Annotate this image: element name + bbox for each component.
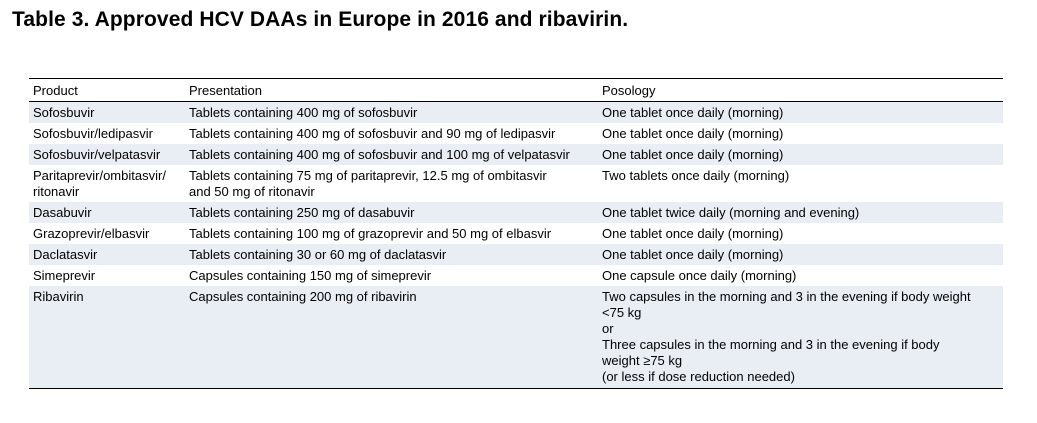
posology-text: <75 kg — [602, 305, 642, 320]
presentation-text: Tablets containing 30 or 60 mg of daclat… — [189, 247, 447, 262]
posology-text: One tablet once daily (morning) — [602, 105, 784, 120]
presentation-cell: Capsules containing 200 mg of ribavirin — [185, 286, 598, 389]
posology-cell: Two tablets once daily (morning) — [598, 165, 1003, 202]
product-cell: Sofosbuvir/ledipasvir — [29, 123, 185, 144]
posology-cell: Two capsules in the morning and 3 in the… — [598, 286, 1003, 389]
table-title: Table 3. Approved HCV DAAs in Europe in … — [12, 8, 629, 31]
presentation-cell: Tablets containing 400 mg of sofosbuvir … — [185, 144, 598, 165]
table-row: Simeprevir Capsules containing 150 mg of … — [29, 265, 1003, 286]
product-text: Grazoprevir/elbasvir — [33, 226, 150, 241]
posology-cell: One tablet once daily (morning) — [598, 244, 1003, 265]
presentation-text: Capsules containing 200 mg of ribavirin — [189, 289, 417, 304]
posology-cell: One tablet once daily (morning) — [598, 223, 1003, 244]
product-cell: Simeprevir — [29, 265, 185, 286]
presentation-text: Tablets containing 400 mg of sofosbuvir — [189, 105, 418, 120]
product-text: Sofosbuvir/velpatasvir — [33, 147, 161, 162]
posology-text: weight ≥75 kg — [602, 353, 683, 368]
table-row: Sofosbuvir/velpatasvir Tablets containing… — [29, 144, 1003, 165]
table-row: Paritaprevir/ombitasvir/ritonavir Tablets… — [29, 165, 1003, 202]
presentation-cell: Tablets containing 100 mg of grazoprevir… — [185, 223, 598, 244]
table-row: Dasabuvir Tablets containing 250 mg of da… — [29, 202, 1003, 223]
table-header-row: Product Presentation Posology — [29, 78, 1003, 102]
product-text: Daclatasvir — [33, 247, 98, 262]
product-text: Simeprevir — [33, 268, 96, 283]
product-cell: Sofosbuvir — [29, 102, 185, 124]
column-header-presentation: Presentation — [189, 83, 262, 98]
product-text: Sofosbuvir — [33, 105, 95, 120]
product-cell: Grazoprevir/elbasvir — [29, 223, 185, 244]
posology-text: Two tablets once daily (morning) — [602, 168, 790, 183]
posology-cell: One capsule once daily (morning) — [598, 265, 1003, 286]
product-cell: Ribavirin — [29, 286, 185, 389]
table-body: Sofosbuvir Tablets containing 400 mg of s… — [29, 101, 1003, 389]
presentation-text: Tablets containing 75 mg of paritaprevir… — [189, 168, 547, 183]
product-cell: Dasabuvir — [29, 202, 185, 223]
presentation-cell: Capsules containing 150 mg of simeprevir — [185, 265, 598, 286]
product-cell: Paritaprevir/ombitasvir/ritonavir — [29, 165, 185, 202]
table-row: Sofosbuvir/ledipasvir Tablets containing … — [29, 123, 1003, 144]
posology-cell: One tablet once daily (morning) — [598, 144, 1003, 165]
presentation-cell: Tablets containing 30 or 60 mg of daclat… — [185, 244, 598, 265]
posology-text: One tablet once daily (morning) — [602, 247, 784, 262]
posology-cell: One tablet once daily (morning) — [598, 102, 1003, 124]
table-row: Ribavirin Capsules containing 200 mg of r… — [29, 286, 1003, 389]
posology-text: Two capsules in the morning and 3 in the… — [602, 289, 971, 304]
presentation-text: Tablets containing 250 mg of dasabuvir — [189, 205, 415, 220]
product-cell: Daclatasvir — [29, 244, 185, 265]
posology-text: One tablet once daily (morning) — [602, 226, 784, 241]
presentation-cell: Tablets containing 250 mg of dasabuvir — [185, 202, 598, 223]
product-text: Sofosbuvir/ledipasvir — [33, 126, 153, 141]
posology-text: or — [602, 321, 614, 336]
product-text: Dasabuvir — [33, 205, 92, 220]
posology-text: (or less if dose reduction needed) — [602, 369, 795, 384]
product-cell: Sofosbuvir/velpatasvir — [29, 144, 185, 165]
presentation-text: and 50 mg of ritonavir — [189, 184, 315, 199]
product-text: Paritaprevir/ombitasvir/ — [33, 168, 166, 183]
product-text: ritonavir — [33, 184, 80, 199]
posology-text: One capsule once daily (morning) — [602, 268, 797, 283]
presentation-text: Capsules containing 150 mg of simeprevir — [189, 268, 432, 283]
presentation-cell: Tablets containing 400 mg of sofosbuvir — [185, 102, 598, 124]
posology-text: One tablet twice daily (morning and even… — [602, 205, 860, 220]
column-header-posology: Posology — [602, 83, 656, 98]
column-header-product: Product — [33, 83, 78, 98]
presentation-text: Tablets containing 400 mg of sofosbuvir … — [189, 126, 556, 141]
presentation-text: Tablets containing 100 mg of grazoprevir… — [189, 226, 552, 241]
product-text: Ribavirin — [33, 289, 84, 304]
posology-cell: One tablet once daily (morning) — [598, 123, 1003, 144]
presentation-text: Tablets containing 400 mg of sofosbuvir … — [189, 147, 570, 162]
hcv-daa-table: Product Presentation Posology Sofosbuvir… — [29, 78, 1003, 389]
posology-cell: One tablet twice daily (morning and even… — [598, 202, 1003, 223]
posology-text: Three capsules in the morning and 3 in t… — [602, 337, 940, 352]
posology-text: One tablet once daily (morning) — [602, 147, 784, 162]
presentation-cell: Tablets containing 75 mg of paritaprevir… — [185, 165, 598, 202]
table-row: Grazoprevir/elbasvir Tablets containing 1… — [29, 223, 1003, 244]
presentation-cell: Tablets containing 400 mg of sofosbuvir … — [185, 123, 598, 144]
table-row: Sofosbuvir Tablets containing 400 mg of s… — [29, 101, 1003, 124]
table-row: Daclatasvir Tablets containing 30 or 60 m… — [29, 244, 1003, 265]
posology-text: One tablet once daily (morning) — [602, 126, 784, 141]
